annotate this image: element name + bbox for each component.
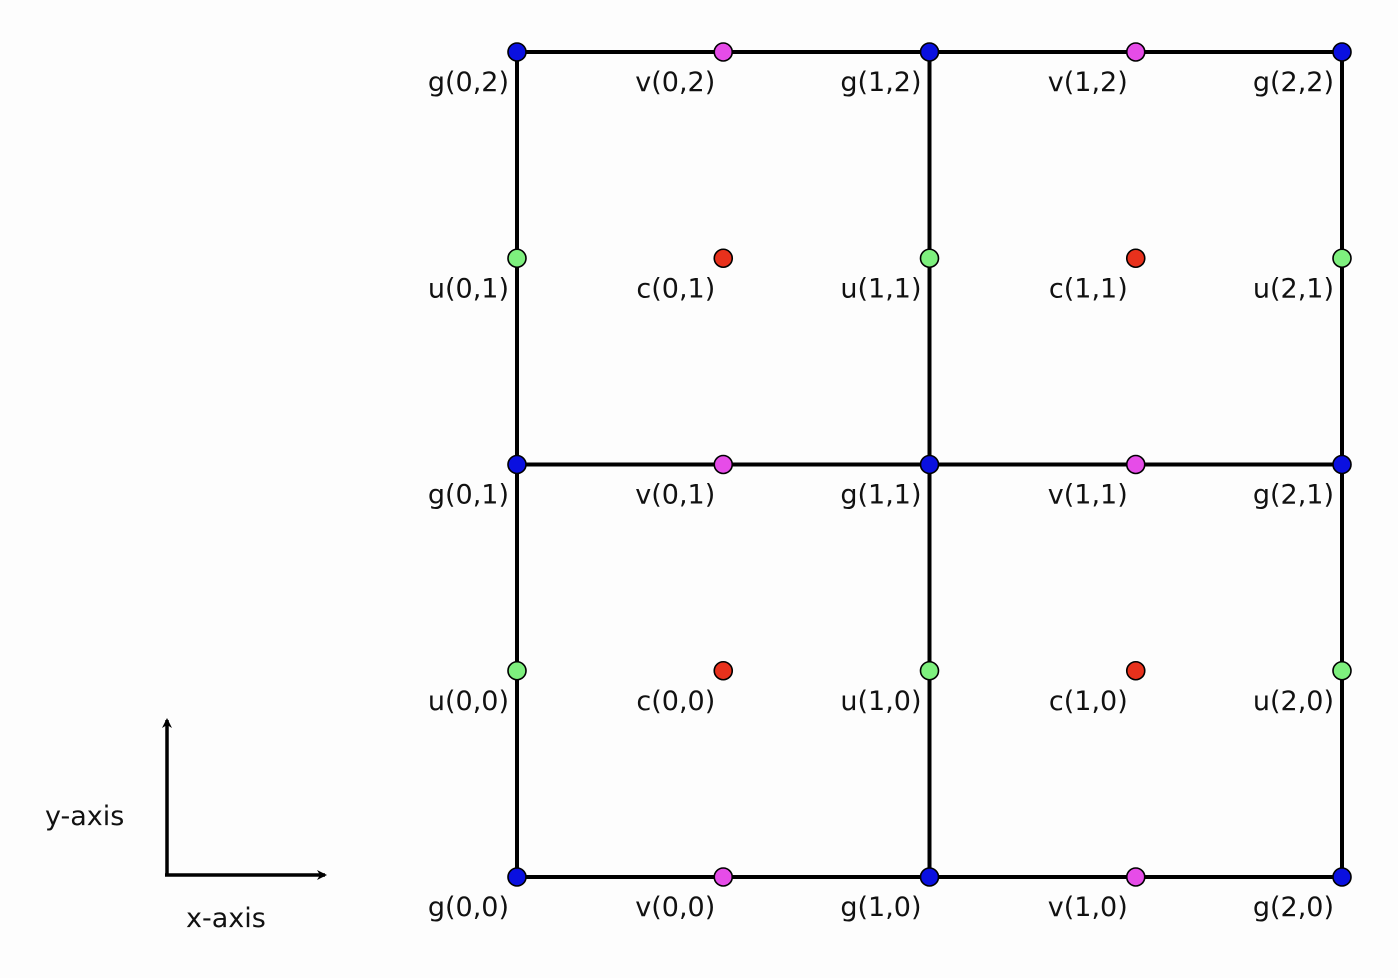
v-node-label: v(0,2): [635, 67, 715, 98]
c-node-label: c(0,0): [636, 686, 715, 717]
g-node: [507, 867, 527, 887]
g-node: [919, 867, 940, 887]
v-node-label: v(1,2): [1048, 67, 1128, 98]
u-node-label: u(0,1): [428, 273, 509, 304]
v-node: [713, 42, 734, 62]
g-node-label: g(2,0): [1253, 892, 1334, 923]
u-node: [919, 248, 940, 269]
v-node: [713, 454, 734, 475]
g-node-label: g(2,1): [1253, 480, 1334, 511]
v-node-label: v(0,1): [635, 480, 715, 511]
g-node: [1332, 867, 1352, 887]
g-node: [1332, 42, 1352, 62]
g-node: [1332, 454, 1352, 475]
u-node: [919, 660, 940, 681]
node-labels: g(0,0) g(1,0) g(2,0) g(0,1) g(1,1) g(2,1) g(0,…: [428, 67, 1334, 923]
g-node-label: g(1,2): [840, 67, 921, 98]
u-node-label: u(2,0): [1253, 686, 1334, 717]
u-node: [507, 248, 527, 269]
g-node: [507, 42, 527, 62]
g-node-label: g(0,2): [428, 67, 509, 98]
g-node-label: g(1,0): [840, 892, 921, 923]
y-axis-label: y-axis: [45, 801, 124, 832]
u-node-label: u(1,0): [840, 686, 921, 717]
u-node: [1332, 660, 1352, 681]
x-axis-label: x-axis: [186, 903, 266, 934]
u-node-label: u(2,1): [1253, 273, 1334, 304]
v-node-label: v(0,0): [635, 892, 715, 923]
g-node: [919, 454, 940, 475]
g-node: [507, 454, 527, 475]
g-node-label: g(2,2): [1253, 67, 1334, 98]
v-node: [1125, 42, 1146, 62]
g-node-label: g(1,1): [840, 480, 921, 511]
g-node-label: g(0,0): [428, 892, 509, 923]
v-node: [1125, 454, 1146, 475]
v-node: [713, 867, 734, 887]
c-node: [713, 660, 734, 681]
c-node-label: c(1,1): [1049, 273, 1128, 304]
c-node: [713, 248, 734, 269]
axis-indicator: y-axis x-axis: [45, 718, 327, 934]
v-node: [1125, 867, 1146, 887]
g-node-label: g(0,1): [428, 480, 509, 511]
g-node: [919, 42, 940, 62]
grid-nodes: [507, 42, 1352, 887]
c-node: [1125, 248, 1146, 269]
c-node-label: c(0,1): [636, 273, 715, 304]
u-node: [1332, 248, 1352, 269]
v-node-label: v(1,0): [1048, 892, 1128, 923]
c-node-label: c(1,0): [1049, 686, 1128, 717]
u-node: [507, 660, 527, 681]
u-node-label: u(0,0): [428, 686, 509, 717]
u-node-label: u(1,1): [840, 273, 921, 304]
v-node-label: v(1,1): [1048, 480, 1128, 511]
c-node: [1125, 660, 1146, 681]
